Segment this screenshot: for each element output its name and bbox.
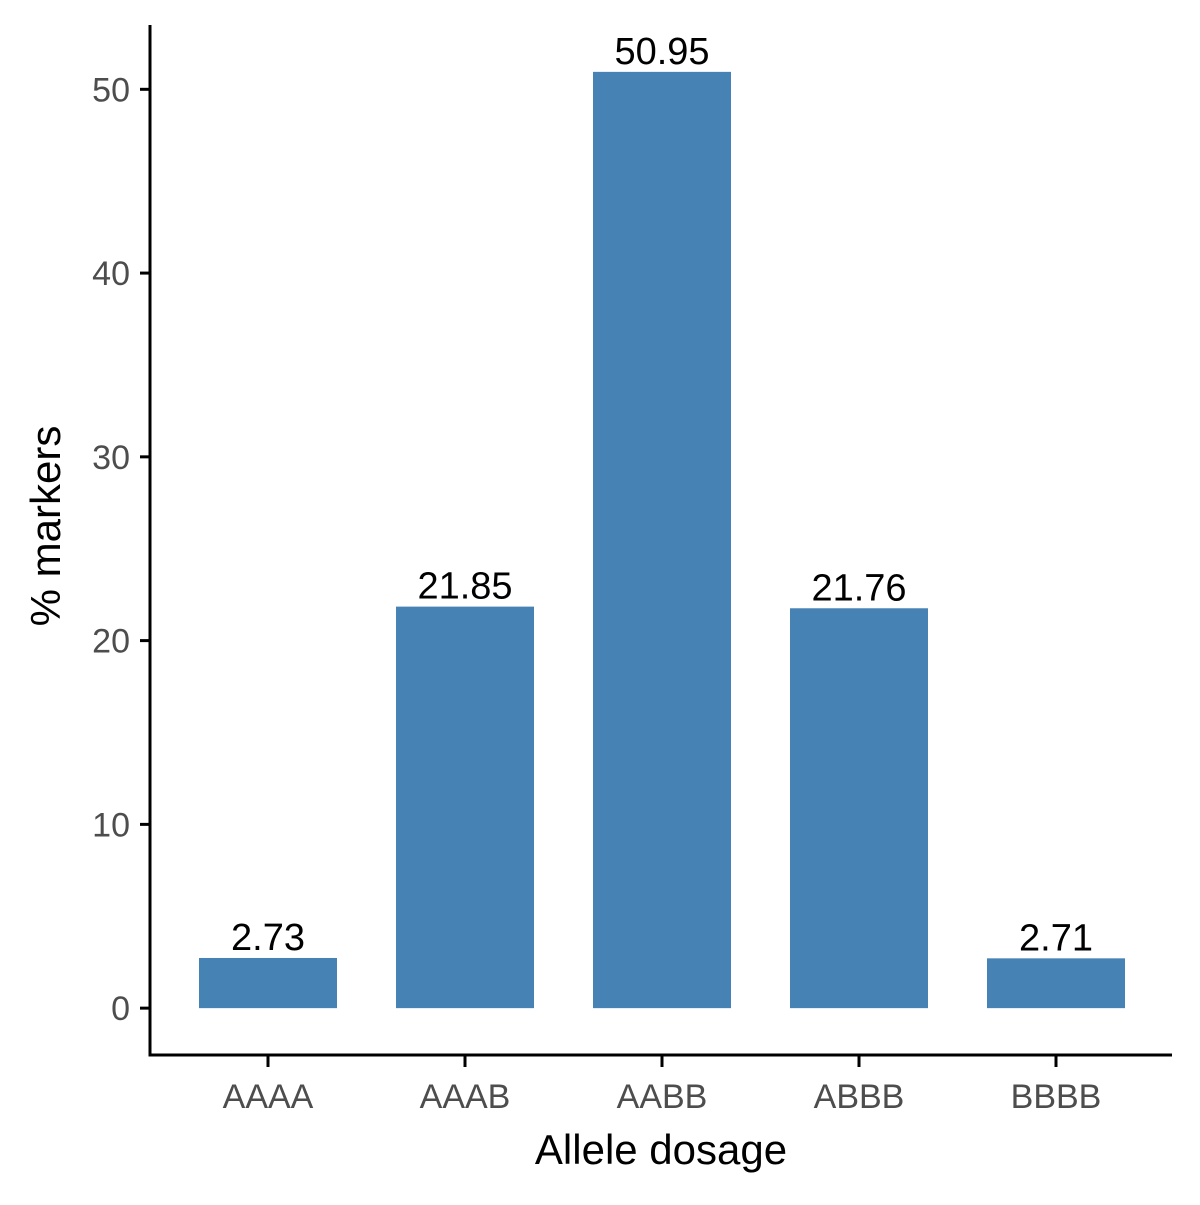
y-tick-label: 10 <box>92 806 130 844</box>
x-tick-label-aaab: AAAB <box>420 1078 511 1116</box>
y-tick-label: 20 <box>92 623 130 661</box>
x-axis-title: Allele dosage <box>535 1126 787 1173</box>
y-ticks-layer: 0 10 20 30 40 50 <box>92 71 150 1028</box>
y-tick-label: 50 <box>92 71 130 109</box>
bars-layer <box>199 71 1125 1009</box>
data-label-aaaa: 2.73 <box>231 917 305 959</box>
data-label-abbb: 21.76 <box>811 567 906 609</box>
x-tick-label-aaaa: AAAA <box>223 1078 314 1116</box>
bar-aabb <box>593 71 731 1009</box>
bar-abbb <box>790 608 928 1009</box>
x-tick-label-aabb: AABB <box>617 1078 708 1116</box>
bar-bbbb <box>987 958 1125 1009</box>
y-tick-label: 0 <box>111 990 130 1028</box>
data-label-aaab: 21.85 <box>417 566 512 608</box>
y-axis-title: % markers <box>22 426 69 627</box>
data-labels-layer: 2.73 21.85 50.95 21.76 2.71 <box>231 31 1093 959</box>
bar-aaab <box>396 606 534 1009</box>
x-tick-label-abbb: ABBB <box>814 1078 905 1116</box>
x-tick-label-bbbb: BBBB <box>1011 1078 1102 1116</box>
axes-layer <box>148 25 1172 1057</box>
data-label-aabb: 50.95 <box>614 31 709 73</box>
data-label-bbbb: 2.71 <box>1019 917 1093 959</box>
y-tick-label: 30 <box>92 439 130 477</box>
bar-aaaa <box>199 957 337 1009</box>
x-ticks-layer: AAAA AAAB AABB ABBB BBBB <box>223 1055 1102 1116</box>
y-tick-label: 40 <box>92 255 130 293</box>
